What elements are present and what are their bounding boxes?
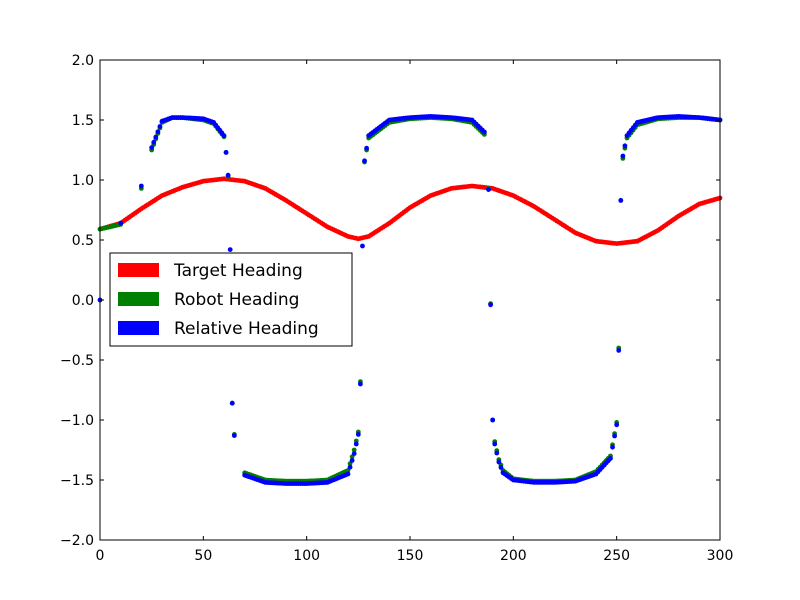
data-point <box>149 145 155 151</box>
data-point <box>157 124 163 129</box>
x-tick-label: 50 <box>194 548 212 564</box>
data-point <box>349 458 355 463</box>
x-tick-label: 250 <box>603 548 630 564</box>
data-point <box>223 150 229 155</box>
data-point <box>227 247 233 253</box>
data-point <box>498 465 504 470</box>
data-point <box>622 143 628 149</box>
y-tick-label: 0.0 <box>72 293 94 309</box>
data-point <box>351 447 357 453</box>
data-point <box>488 302 493 308</box>
legend-label: Robot Heading <box>174 290 299 310</box>
data-point <box>345 471 351 477</box>
data-point <box>151 139 157 145</box>
legend-label: Relative Heading <box>174 319 319 339</box>
x-tick-label: 300 <box>707 548 734 564</box>
y-tick-label: 1.5 <box>72 113 94 129</box>
data-point <box>229 400 235 406</box>
data-point <box>360 243 365 249</box>
y-tick-label: −2.0 <box>60 533 94 549</box>
data-point <box>610 444 615 450</box>
data-point <box>118 220 124 226</box>
data-point <box>153 134 159 140</box>
plot-marks <box>97 114 723 486</box>
data-point <box>612 433 617 439</box>
data-point <box>231 433 237 438</box>
data-point <box>496 459 502 465</box>
data-point <box>608 456 613 461</box>
x-tick-label: 200 <box>500 548 527 564</box>
data-point <box>620 153 626 159</box>
data-point <box>364 145 369 151</box>
data-point <box>490 417 496 423</box>
legend-label: Target Heading <box>173 261 303 281</box>
data-point <box>362 158 367 164</box>
y-tick-label: 2.0 <box>72 53 94 69</box>
data-point <box>482 129 487 135</box>
y-tick-label: 1.0 <box>72 173 94 189</box>
data-point <box>351 451 357 456</box>
data-point <box>618 198 624 203</box>
data-point <box>494 450 500 456</box>
data-point <box>355 432 361 437</box>
data-point <box>347 464 353 470</box>
axis-ticks: 0 50 100 150 200 250 300 −2.0 −1.5 −1.0 −0.5 0.0 0.5… <box>60 53 733 564</box>
series-2 <box>97 114 723 486</box>
data-point <box>138 183 144 189</box>
y-tick-label: −1.0 <box>60 413 94 429</box>
y-tick-label: −1.5 <box>60 473 94 489</box>
data-point <box>358 381 363 387</box>
legend-swatch <box>118 321 159 335</box>
legend-swatch <box>118 263 159 277</box>
x-tick-label: 150 <box>397 548 424 564</box>
data-point <box>353 441 359 447</box>
legend: Target Heading Robot Heading Relative Head… <box>109 252 353 347</box>
data-point <box>616 348 622 353</box>
x-tick-label: 0 <box>96 548 105 564</box>
y-tick-label: 0.5 <box>72 233 94 249</box>
y-tick-label: −0.5 <box>60 353 94 369</box>
data-point <box>155 129 161 135</box>
data-point <box>486 187 491 193</box>
legend-swatch <box>118 292 159 306</box>
x-tick-label: 100 <box>293 548 320 564</box>
data-point <box>225 172 231 178</box>
data-point <box>221 133 227 139</box>
data-point <box>492 441 498 447</box>
series-0 <box>97 176 723 247</box>
data-point <box>614 422 620 428</box>
